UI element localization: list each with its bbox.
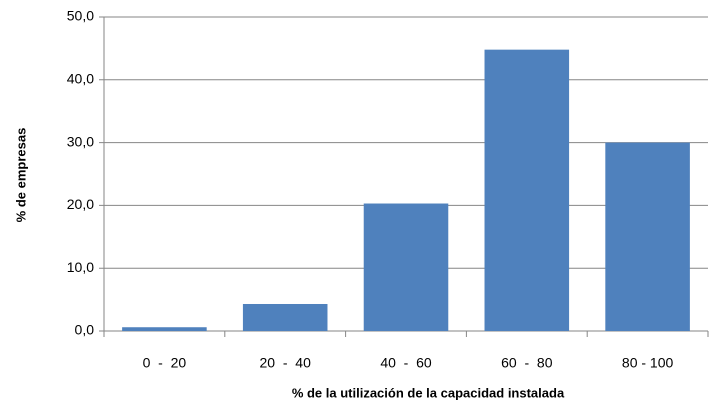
y-axis-label: % de empresas	[13, 128, 28, 223]
x-tick-label: 40 - 60	[380, 355, 432, 371]
x-tick-label: 60 - 80	[501, 355, 553, 371]
x-axis-label: % de la utilización de la capacidad inst…	[292, 385, 565, 400]
y-tick-label: 10,0	[67, 259, 94, 275]
y-tick-label: 0,0	[75, 322, 95, 338]
x-tick-label: 80 - 100	[622, 355, 674, 371]
bar	[122, 327, 207, 331]
bar	[363, 203, 449, 331]
y-tick-label: 40,0	[67, 71, 94, 87]
y-tick-label: 30,0	[67, 133, 94, 149]
y-tick-label: 20,0	[67, 196, 94, 212]
x-tick-label: 0 - 20	[143, 355, 187, 371]
bar	[605, 142, 690, 331]
bar	[484, 49, 570, 331]
x-tick-label: 20 - 40	[260, 355, 312, 371]
bar	[242, 303, 328, 331]
y-tick-label: 50,0	[67, 8, 94, 24]
